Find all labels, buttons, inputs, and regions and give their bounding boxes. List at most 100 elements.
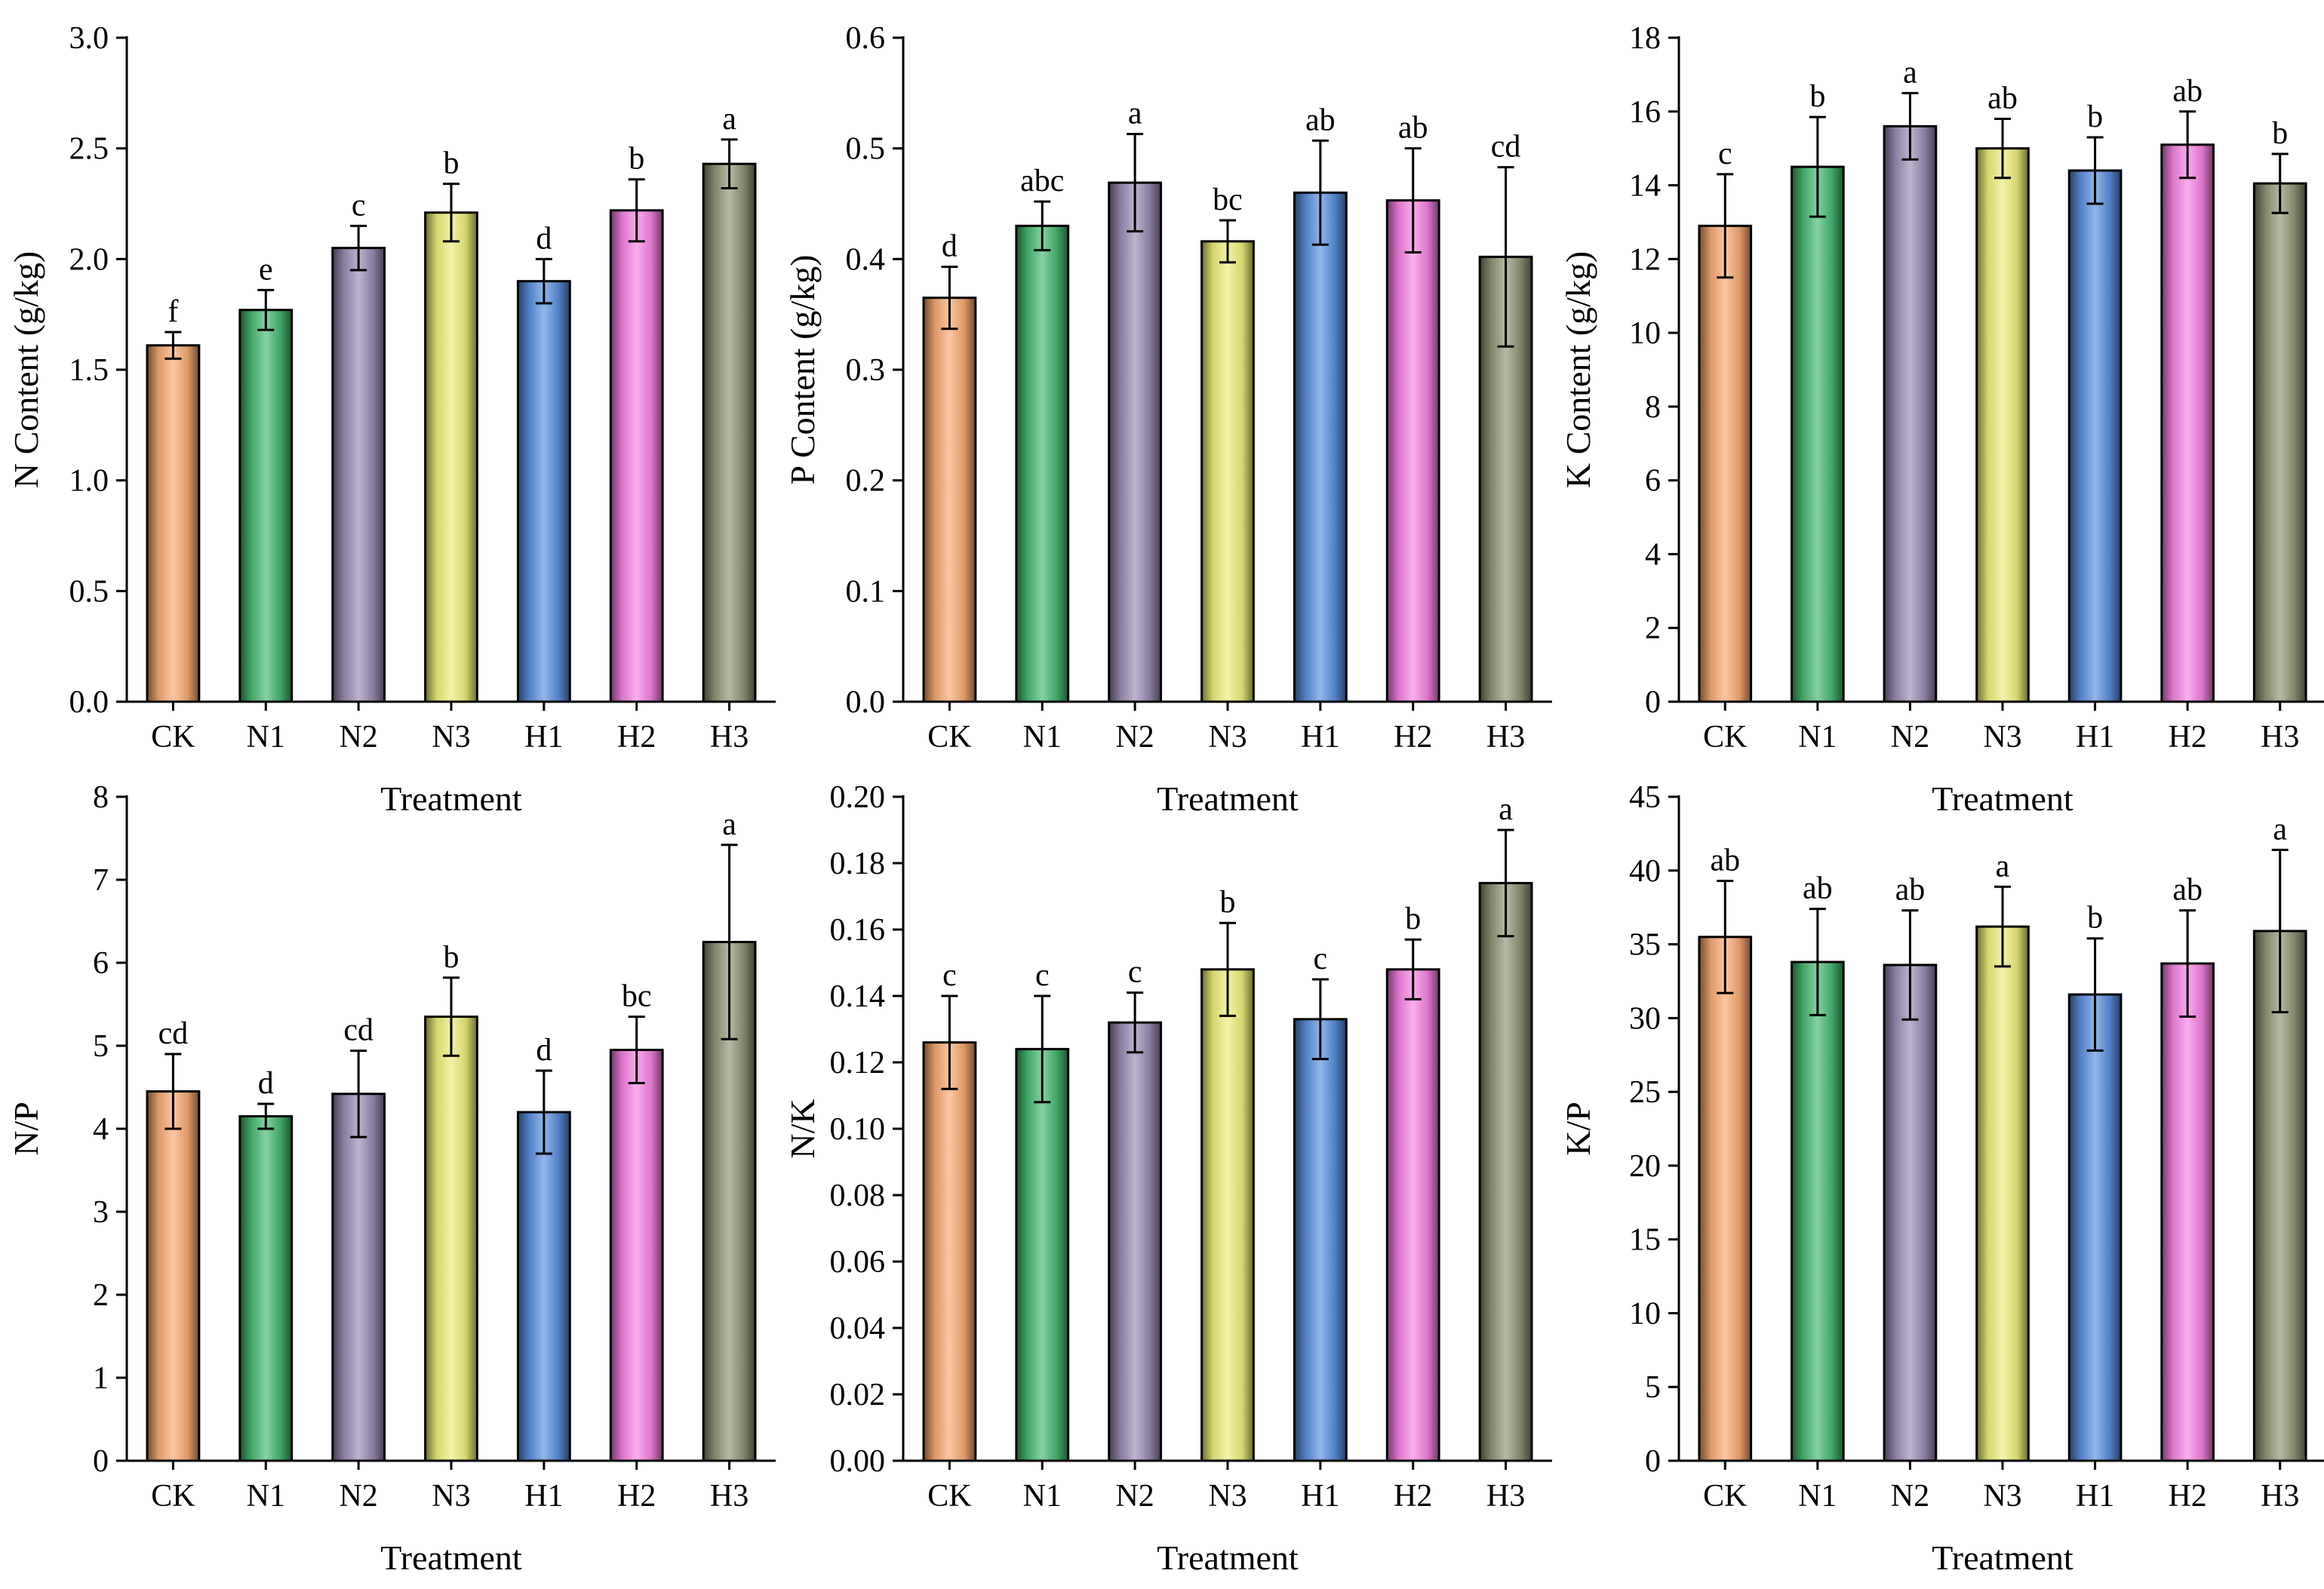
bar-N1: [1791, 165, 1845, 703]
error-bar-N3: [1219, 921, 1236, 1017]
y-tick-label: 0.6: [846, 21, 886, 56]
x-tick-label-N3: N3: [1983, 1479, 2021, 1514]
y-tick-label: 5: [93, 1029, 109, 1064]
x-tick-label-N1: N1: [1798, 1479, 1837, 1514]
significance-letter-H1: ab: [1305, 103, 1336, 137]
x-tick-label-H3: H3: [2261, 720, 2299, 755]
error-bar-N2: [1127, 133, 1144, 233]
error-bar-H1: [1311, 978, 1329, 1061]
y-axis-title: N/P: [7, 1102, 45, 1156]
significance-letter-N3: ab: [1987, 81, 2018, 116]
x-tick-label-N1: N1: [247, 1479, 285, 1514]
x-tick-label-N2: N2: [339, 720, 377, 755]
y-tick-label: 30: [1629, 1001, 1661, 1036]
y-tick-label: 2.0: [69, 242, 109, 277]
significance-letter-H1: d: [536, 1033, 552, 1068]
bar-CK: [146, 1090, 201, 1462]
y-tick-label: 0.10: [830, 1112, 886, 1147]
bar-H2: [1385, 199, 1440, 703]
error-bar-N3: [443, 976, 460, 1057]
bar-H2: [2160, 143, 2215, 703]
y-tick-label: 0.12: [830, 1046, 886, 1080]
bar-N3: [1200, 240, 1255, 703]
bar-N1: [238, 309, 294, 703]
y-tick-label: 40: [1629, 854, 1661, 889]
error-bar-N1: [1034, 994, 1051, 1104]
x-tick-label-N1: N1: [247, 720, 285, 755]
y-tick-label: 5: [1645, 1370, 1661, 1405]
y-tick-label: 18: [1629, 21, 1661, 56]
bar-H2: [609, 209, 664, 703]
y-tick-label: 15: [1629, 1223, 1661, 1258]
significance-letter-N1: d: [258, 1066, 274, 1101]
significance-letter-N2: a: [1903, 55, 1917, 90]
bar-CK: [1698, 936, 1753, 1462]
x-tick-label-N2: N2: [1891, 1479, 1929, 1514]
significance-letter-N2: c: [1128, 955, 1142, 990]
bar-N3: [1975, 147, 2030, 703]
error-bar-CK: [164, 330, 182, 360]
y-tick-label: 4: [1645, 537, 1661, 572]
error-bar-H1: [535, 257, 552, 305]
y-tick-label: 12: [1629, 242, 1661, 277]
bar-H1: [1293, 1018, 1348, 1462]
significance-letter-N1: ab: [1803, 871, 1833, 906]
error-bar-H2: [2179, 909, 2196, 1018]
y-tick-label: 4: [93, 1112, 109, 1147]
y-tick-label: 0.06: [830, 1245, 886, 1280]
y-tick-label: 1: [93, 1361, 109, 1396]
significance-letter-H1: c: [1314, 942, 1328, 976]
x-tick-label-H2: H2: [2168, 1479, 2206, 1514]
y-tick-label: 20: [1629, 1149, 1661, 1184]
x-tick-label-H3: H3: [1486, 720, 1525, 755]
x-tick-label-H2: H2: [617, 720, 656, 755]
y-tick-label: 0.4: [846, 242, 886, 277]
error-bar-N1: [1034, 200, 1051, 252]
significance-letter-H2: ab: [2172, 873, 2203, 908]
bar-H3: [1478, 881, 1533, 1462]
chart-panel-4: cd CK d N1 cd N2 b N3 d H1 bc H2 a H3 0 1 2 3 4 5 6 7 8 Treatme…: [7, 780, 776, 1577]
error-bar-CK: [941, 266, 958, 330]
y-tick-label: 0.20: [830, 780, 886, 815]
bar-N2: [1883, 124, 1938, 703]
error-bar-N2: [1901, 909, 1919, 1021]
error-bar-H2: [1404, 938, 1422, 1000]
bar-N3: [1975, 925, 2030, 1462]
bar-N1: [1791, 960, 1845, 1462]
y-axis-title: K/P: [1559, 1102, 1597, 1156]
y-axis-title: N Content (g/kg): [7, 251, 45, 488]
y-tick-label: 6: [1645, 464, 1661, 499]
x-tick-label-CK: CK: [151, 720, 195, 755]
bar-H1: [2067, 993, 2123, 1462]
bar-H1: [516, 280, 571, 703]
y-tick-label: 25: [1629, 1075, 1661, 1110]
x-tick-label-CK: CK: [1703, 720, 1747, 755]
significance-letter-CK: ab: [1710, 843, 1740, 877]
significance-letter-H2: b: [1405, 902, 1421, 936]
significance-letter-N1: e: [259, 252, 273, 287]
bar-H3: [2252, 182, 2307, 703]
bar-N3: [1200, 968, 1255, 1462]
y-tick-label: 0.02: [830, 1378, 886, 1412]
error-bar-N3: [1994, 885, 2011, 968]
x-tick-label-CK: CK: [151, 1479, 195, 1514]
chart-panel-6: ab CK ab N1 ab N2 a N3 b H1 ab H2 a H3 0 5 10 15 20 25 30 35 4…: [1559, 780, 2324, 1577]
y-tick-label: 0.1: [846, 574, 886, 609]
significance-letter-H3: a: [722, 102, 736, 137]
error-bar-N1: [1809, 115, 1826, 218]
significance-letter-CK: c: [942, 958, 957, 993]
error-bar-H2: [1404, 147, 1422, 254]
y-tick-label: 0.5: [69, 574, 109, 609]
error-bar-H1: [2086, 136, 2104, 205]
bar-N1: [238, 1115, 294, 1462]
error-bar-N2: [350, 224, 367, 272]
x-tick-label-N2: N2: [339, 1479, 377, 1514]
y-tick-label: 35: [1629, 928, 1661, 963]
x-axis-title: Treatment: [380, 1538, 522, 1577]
significance-letter-H3: b: [2272, 116, 2288, 151]
significance-letter-CK: d: [942, 229, 958, 264]
y-axis-title: N/K: [783, 1099, 822, 1158]
error-bar-N1: [257, 288, 275, 331]
error-bar-H2: [628, 178, 645, 243]
